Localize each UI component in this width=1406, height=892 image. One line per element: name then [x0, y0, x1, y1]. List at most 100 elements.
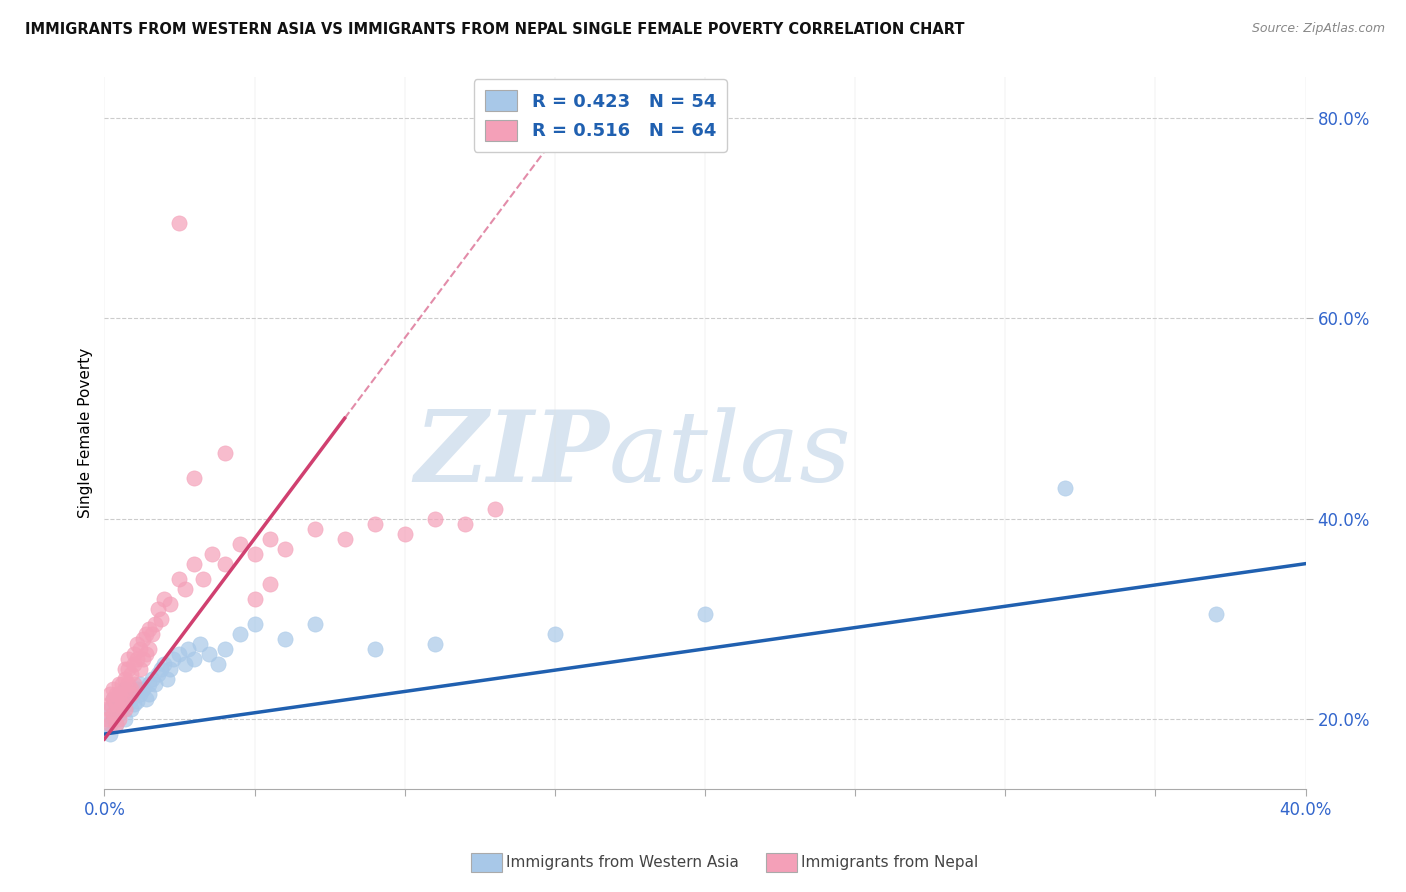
Point [100, 717, 122, 731]
Point [138, 641, 160, 656]
Point [169, 647, 191, 661]
Point [124, 657, 146, 671]
Point [148, 667, 170, 681]
Point [108, 687, 131, 701]
Point [120, 687, 142, 701]
Point [100, 702, 122, 716]
Point [423, 637, 446, 651]
Point [1054, 482, 1077, 496]
Point [117, 662, 139, 676]
Point [105, 717, 128, 731]
Point [183, 557, 205, 571]
Point [138, 687, 160, 701]
Point [169, 572, 191, 586]
Point [153, 591, 176, 606]
Point [103, 692, 125, 706]
Point [103, 681, 125, 696]
Point [127, 637, 149, 651]
Point [117, 677, 139, 691]
Point [132, 681, 155, 696]
Point [114, 672, 136, 686]
Point [138, 677, 160, 691]
Point [96, 712, 118, 726]
Point [111, 677, 134, 691]
Point [243, 547, 266, 561]
Point [693, 607, 716, 621]
Text: Immigrants from Nepal: Immigrants from Nepal [801, 855, 979, 870]
Point [96, 717, 118, 731]
Point [259, 532, 281, 546]
Point [544, 627, 567, 641]
Point [169, 216, 191, 230]
Point [103, 706, 125, 721]
Point [117, 687, 139, 701]
Point [174, 657, 197, 671]
Point [214, 641, 236, 656]
Point [159, 597, 181, 611]
Point [150, 612, 173, 626]
Point [127, 652, 149, 666]
Point [484, 501, 506, 516]
Point [259, 576, 281, 591]
Text: Immigrants from Western Asia: Immigrants from Western Asia [506, 855, 740, 870]
Point [114, 702, 136, 716]
Point [141, 672, 163, 686]
Legend: R = 0.423   N = 54, R = 0.516   N = 64: R = 0.423 N = 54, R = 0.516 N = 64 [474, 79, 727, 152]
Point [156, 672, 179, 686]
Point [114, 662, 136, 676]
Point [201, 547, 224, 561]
Point [114, 687, 136, 701]
Point [454, 516, 477, 531]
Point [117, 697, 139, 711]
Text: ZIP: ZIP [413, 407, 609, 503]
Point [1205, 607, 1227, 621]
Point [423, 511, 446, 525]
Point [127, 681, 149, 696]
Point [150, 662, 173, 676]
Y-axis label: Single Female Poverty: Single Female Poverty [79, 348, 93, 518]
Point [103, 712, 125, 726]
Point [114, 712, 136, 726]
Point [214, 446, 236, 460]
Point [159, 662, 181, 676]
Point [129, 687, 152, 701]
Point [129, 677, 152, 691]
Point [135, 647, 157, 661]
Point [183, 471, 205, 485]
Point [162, 652, 184, 666]
Point [198, 647, 221, 661]
Point [111, 697, 134, 711]
Point [117, 652, 139, 666]
Point [120, 702, 142, 716]
Point [105, 687, 128, 701]
Point [105, 697, 128, 711]
Point [228, 627, 250, 641]
Point [124, 687, 146, 701]
Point [127, 694, 149, 708]
Point [105, 697, 128, 711]
Text: atlas: atlas [609, 407, 852, 502]
Point [105, 717, 128, 731]
Point [100, 727, 122, 741]
Point [114, 692, 136, 706]
Point [304, 616, 326, 631]
Point [111, 692, 134, 706]
Point [304, 522, 326, 536]
Point [273, 632, 295, 646]
Point [111, 697, 134, 711]
Point [120, 681, 142, 696]
Point [138, 622, 160, 636]
Point [243, 616, 266, 631]
Point [363, 516, 385, 531]
Point [183, 652, 205, 666]
Point [207, 657, 229, 671]
Text: Source: ZipAtlas.com: Source: ZipAtlas.com [1251, 22, 1385, 36]
Point [111, 702, 134, 716]
Point [124, 697, 146, 711]
Point [132, 632, 155, 646]
Point [96, 702, 118, 716]
Point [108, 687, 131, 701]
Point [129, 641, 152, 656]
Point [394, 526, 416, 541]
Point [363, 641, 385, 656]
